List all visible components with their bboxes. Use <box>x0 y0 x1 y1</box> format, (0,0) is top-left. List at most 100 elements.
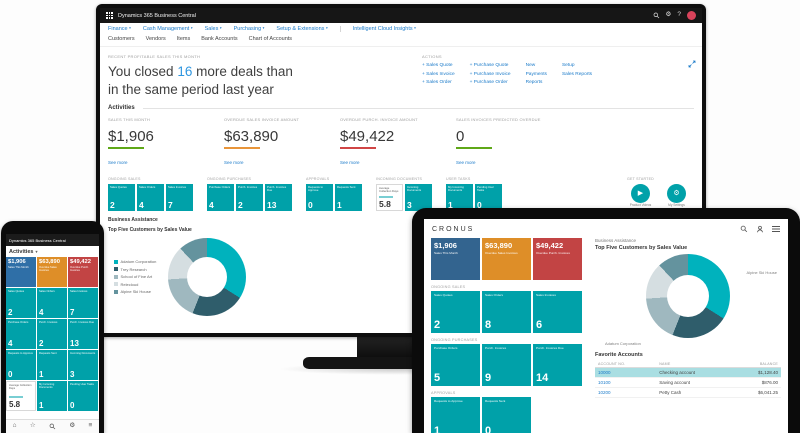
kpi-tile-overdue-purchase[interactable]: $49,422 Overdue Purch. Invoices <box>68 257 98 287</box>
cue-tile-requests-to-approve[interactable]: Requests to Approve 0 <box>6 350 36 380</box>
expand-icon[interactable] <box>688 55 696 73</box>
nav-item-setup-extensions[interactable]: Setup & Extensions <box>276 26 327 32</box>
column-header-balance[interactable]: BALANCE <box>733 360 781 368</box>
subnav-item-vendors[interactable]: Vendors <box>145 36 166 42</box>
settings-gear-icon[interactable] <box>666 12 672 19</box>
activities-section-header: Activities <box>100 103 702 111</box>
column-header-name[interactable]: NAME <box>656 360 734 368</box>
search-icon[interactable] <box>653 12 660 19</box>
donut-chart <box>168 237 247 316</box>
cue-tile-sales-quotes[interactable]: Sales Quotes 2 <box>108 183 135 211</box>
cue-tile-incoming-documents[interactable]: Incoming Documents 3 <box>405 183 432 211</box>
chevron-down-icon <box>263 27 265 31</box>
app-launcher-icon[interactable] <box>106 12 113 19</box>
user-icon[interactable] <box>756 225 764 233</box>
see-more-link[interactable]: See more <box>456 160 476 166</box>
subnav-item-chart-of-accounts[interactable]: Chart of Accounts <box>248 36 293 42</box>
kpi-sales-this-month[interactable]: SALES THIS MONTH $1,906 See more <box>108 117 154 166</box>
action-new[interactable]: New <box>525 63 536 68</box>
subnav-item-bank-accounts[interactable]: Bank Accounts <box>201 36 238 42</box>
nav-item-intelligent-cloud[interactable]: Intelligent Cloud Insights <box>353 26 416 32</box>
section-divider <box>142 107 694 109</box>
table-row[interactable]: 10200 Petty Cash $6,041.25 <box>595 387 781 398</box>
product-videos-button[interactable]: Product Videos <box>627 183 654 208</box>
cue-tile-requests-sent[interactable]: Requests Sent 1 <box>335 183 362 211</box>
cue-tile-purchase-orders[interactable]: Purchase Orders 4 <box>6 319 36 349</box>
action-payments[interactable]: Payments <box>525 71 547 77</box>
cue-tile-purchase-invoices-due[interactable]: Purch. Invoices Due 13 <box>265 183 292 211</box>
action-purchase-invoice[interactable]: + Purchase Invoice <box>469 71 511 77</box>
action-purchase-quote[interactable]: + Purchase Quote <box>469 63 509 68</box>
action-reports[interactable]: Reports <box>525 80 543 85</box>
cue-tile-requests-sent[interactable]: Requests Sent 1 <box>37 350 67 380</box>
help-icon[interactable] <box>677 12 681 19</box>
cue-tile-purchase-invoices-due[interactable]: Purch. Invoices Due 14 <box>533 344 582 386</box>
headline-panel: RECENT PROFITABLE SALES THIS MONTH You c… <box>108 54 408 98</box>
column-header-account-no[interactable]: ACCOUNT NO. <box>595 360 657 368</box>
cue-tile-sales-orders[interactable]: Sales Orders 4 <box>137 183 164 211</box>
cue-tile-requests-to-approve[interactable]: Requests to Approve 1 <box>431 397 480 433</box>
nav-item-purchasing[interactable]: Purchasing <box>234 26 265 32</box>
nav-item-cash-management[interactable]: Cash Management <box>143 26 193 32</box>
cue-tile-sales-quotes[interactable]: Sales Quotes 2 <box>431 291 480 333</box>
cue-tile-incoming-documents[interactable]: Incoming Documents 3 <box>68 350 98 380</box>
kpi-overdue-sales[interactable]: OVERDUE SALES INVOICE AMOUNT $63,890 See… <box>224 117 300 166</box>
cue-tile-purchase-orders[interactable]: Purchase Orders 5 <box>431 344 480 386</box>
action-sales-invoice[interactable]: + Sales Invoice <box>422 71 455 77</box>
subnav-item-customers[interactable]: Customers <box>108 36 135 42</box>
legend-item: School of Fine Art <box>114 274 156 279</box>
phone-activities-header[interactable]: Activities <box>6 246 99 257</box>
see-more-link[interactable]: See more <box>224 160 244 166</box>
favorites-icon[interactable] <box>30 423 36 430</box>
action-sales-quote[interactable]: + Sales Quote <box>422 63 453 68</box>
kpi-tile-sales-this-month[interactable]: $1,906 Sales This Month <box>6 257 36 287</box>
cue-tile-pending-user-tasks[interactable]: Pending User Tasks 0 <box>475 183 502 211</box>
home-icon[interactable] <box>13 423 17 430</box>
my-settings-button[interactable]: My Settings <box>663 183 690 208</box>
kpi-tile-overdue-sales[interactable]: $63,890 Overdue Sales Invoices <box>37 257 67 287</box>
cue-tile-purchase-invoices[interactable]: Purch. Invoices 9 <box>482 344 531 386</box>
cue-tile-my-incoming-documents[interactable]: My Incoming Documents 1 <box>446 183 473 211</box>
cue-tile-purchase-invoices[interactable]: Purch. Invoices 2 <box>37 319 67 349</box>
kpi-tile-overdue-sales[interactable]: $63,890 Overdue Sales Invoices <box>482 238 531 280</box>
menu-icon[interactable] <box>772 226 780 232</box>
cue-tile-purchase-orders[interactable]: Purchase Orders 4 <box>207 183 234 211</box>
cue-tile-sales-quotes[interactable]: Sales Quotes 2 <box>6 288 36 318</box>
cue-tile-sales-invoices[interactable]: Sales Invoices 7 <box>68 288 98 318</box>
see-more-link[interactable]: See more <box>108 160 128 166</box>
table-row[interactable]: 10000 Checking account $1,128.40 <box>595 367 781 378</box>
cue-tile-my-incoming-documents[interactable]: My Incoming Documents 1 <box>37 381 67 411</box>
see-more-link[interactable]: See more <box>340 160 360 166</box>
kpi-overdue-purchase[interactable]: OVERDUE PURCH. INVOICE AMOUNT $49,422 Se… <box>340 117 418 166</box>
cue-tile-sales-invoices[interactable]: Sales Invoices 6 <box>533 291 582 333</box>
subnav-item-items[interactable]: Items <box>176 36 191 42</box>
cue-tile-sales-invoices[interactable]: Sales Invoices 7 <box>166 183 193 211</box>
cue-tile-average-collection-days[interactable]: Average Collection Days 5.8 <box>376 183 403 211</box>
nav-item-finance[interactable]: Finance <box>108 26 131 32</box>
kpi-trend-bar <box>224 147 260 150</box>
menu-icon[interactable] <box>89 423 93 430</box>
settings-icon[interactable] <box>69 423 75 430</box>
kpi-tile-sales-this-month[interactable]: $1,906 Sales This Month <box>431 238 480 280</box>
cue-tile-purchase-invoices[interactable]: Purch. Invoices 2 <box>236 183 263 211</box>
table-row[interactable]: 10100 Saving account $876.00 <box>595 377 781 388</box>
search-icon[interactable] <box>740 225 748 233</box>
action-sales-order[interactable]: + Sales Order <box>422 80 452 85</box>
kpi-predicted-overdue[interactable]: SALES INVOICES PREDICTED OVERDUE 0 See m… <box>456 117 541 166</box>
cue-tile-pending-user-tasks[interactable]: Pending User Tasks 0 <box>68 381 98 411</box>
cue-tile-requests-sent[interactable]: Requests Sent 0 <box>482 397 531 433</box>
search-icon[interactable] <box>49 423 56 430</box>
nav-divider <box>339 26 341 32</box>
action-purchase-order[interactable]: + Purchase Order <box>469 80 508 85</box>
cue-tile-sales-orders[interactable]: Sales Orders 4 <box>37 288 67 318</box>
cue-tile-average-collection-days[interactable]: Average Collection Days 5.8 <box>6 381 36 411</box>
cue-tile-sales-orders[interactable]: Sales Orders 8 <box>482 291 531 333</box>
cue-tile-requests-to-approve[interactable]: Requests to Approve 0 <box>306 183 333 211</box>
kpi-tile-overdue-purchase[interactable]: $49,422 Overdue Purch. Invoices <box>533 238 582 280</box>
favorite-accounts-table: ACCOUNT NO. NAME BALANCE 10000 Checking a… <box>595 360 781 398</box>
action-sales-reports[interactable]: Sales Reports <box>561 71 593 77</box>
action-setup[interactable]: Setup <box>561 63 575 68</box>
user-avatar[interactable] <box>687 11 696 20</box>
nav-item-sales[interactable]: Sales <box>205 26 222 32</box>
cue-tile-purchase-invoices-due[interactable]: Purch. Invoices Due 13 <box>68 319 98 349</box>
